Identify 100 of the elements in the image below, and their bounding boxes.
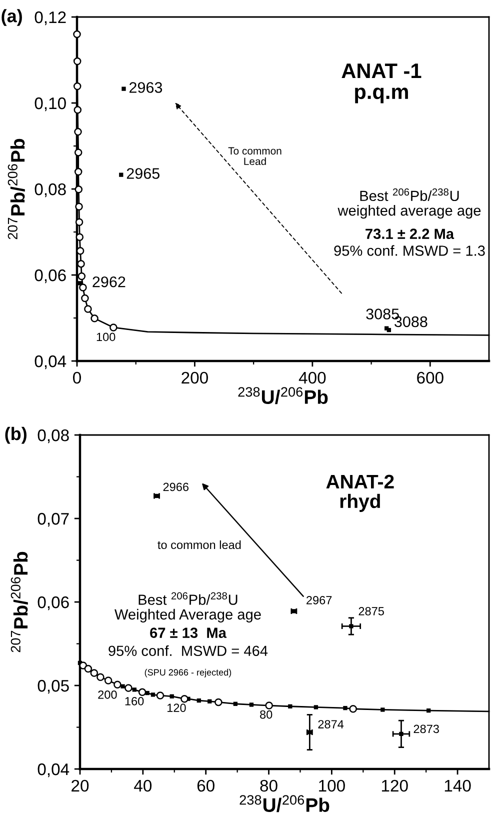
point [314, 705, 318, 710]
annotation: 67 ± 13 Ma [150, 628, 227, 638]
point [73, 82, 82, 90]
point [90, 669, 98, 677]
x-tick-label: 100 [319, 780, 345, 792]
x-tick-label: 20 [72, 780, 89, 792]
annotation: ANAT -1 p.q.m [342, 64, 422, 104]
point [114, 680, 122, 689]
point [426, 708, 431, 713]
annotation: 120 [168, 704, 186, 712]
point [349, 624, 354, 628]
point [84, 305, 92, 313]
point [265, 702, 273, 710]
annotation: 2873 [414, 724, 439, 734]
point [84, 664, 92, 673]
point [120, 684, 125, 688]
annotation: ANAT-2 rhyd [326, 474, 394, 512]
annotation: 95% conf. MSWD = 1.3 [334, 245, 485, 256]
y-tick-label: 0,06 [34, 269, 66, 284]
point [104, 676, 112, 684]
x-tick-label: 40 [134, 780, 152, 792]
point [79, 284, 87, 292]
y-tick-label: 0,12 [34, 11, 66, 26]
chart-title: (a) [2, 9, 22, 26]
x-tick-label: 200 [182, 372, 208, 384]
point [78, 272, 86, 280]
x-tick-label: 600 [417, 372, 444, 384]
x-tick-label: 140 [444, 780, 471, 792]
point [180, 694, 188, 703]
annotation: 2963 [130, 82, 162, 93]
annotation: 2962 [92, 276, 126, 288]
point [156, 692, 164, 700]
y-tick-label: 0,07 [38, 512, 69, 527]
point [73, 57, 82, 66]
point [122, 86, 126, 91]
point [110, 324, 118, 332]
x-axis-title: $^{238}$U/$^{206}$Pb [238, 387, 328, 404]
point [76, 233, 84, 242]
annotation: 73.1 ± 2.2 Ma [366, 228, 454, 240]
annotation: To common Lead [228, 147, 282, 166]
point [249, 702, 254, 707]
point [77, 260, 85, 268]
annotation: 95% conf. MSWD = 464 [108, 645, 268, 656]
y-axis-title: $^{207}$Pb/$^{206}$Pb [8, 138, 25, 240]
x-tick-label: 400 [298, 372, 326, 384]
annotation: 80 [260, 710, 272, 719]
annotation: Best $^{206}$Pb/$^{238}$U Weighted Average age [114, 592, 261, 622]
point [233, 702, 238, 706]
point [380, 708, 385, 712]
point [73, 30, 81, 38]
y-tick-label: 0,08 [34, 183, 66, 198]
point [170, 694, 174, 698]
y-tick-label: 0,06 [38, 596, 69, 610]
annotation: Best $^{206}$Pb/$^{238}$U weighted average age [338, 188, 481, 219]
annotation: 2966 [163, 482, 189, 492]
y-tick-label: 0,10 [34, 97, 66, 112]
point [196, 698, 202, 703]
y-tick-label: 0,05 [38, 680, 69, 694]
x-tick-label: 120 [382, 780, 408, 792]
point [74, 106, 82, 114]
point [81, 294, 89, 302]
x-tick-label: 60 [197, 780, 214, 792]
point [75, 218, 84, 226]
point [399, 732, 404, 736]
point [74, 128, 82, 136]
point [75, 202, 83, 211]
x-axis-title: $^{238}$U/$^{206}$Pb [240, 795, 330, 812]
y-tick-label: 0,08 [38, 429, 69, 444]
point [343, 706, 348, 710]
point [208, 699, 212, 704]
annotation: 2874 [318, 720, 344, 728]
y-tick-label: 0,04 [34, 355, 66, 370]
annotation: 2967 [306, 596, 332, 604]
annotation: 2875 [358, 607, 384, 616]
x-tick-label: 0 [73, 372, 81, 384]
annotation: 160 [125, 696, 144, 706]
point [349, 705, 357, 713]
annotation: 2965 [126, 168, 160, 179]
point [386, 328, 392, 332]
annotation: to common lead [158, 540, 241, 550]
point [288, 704, 292, 708]
y-axis-title: $^{207}$Pb/$^{206}$Pb [10, 552, 28, 652]
point [132, 688, 137, 692]
point [214, 698, 222, 706]
point [150, 692, 156, 697]
annotation: 100 [96, 332, 116, 342]
point [78, 281, 82, 286]
point [74, 186, 83, 194]
y-tick-label: 0,04 [38, 763, 70, 778]
x-tick-label: 80 [260, 780, 278, 792]
point [90, 314, 98, 322]
chart-title: (b) [5, 426, 26, 444]
point [96, 673, 104, 682]
point [74, 148, 82, 156]
point [74, 168, 82, 176]
point [124, 684, 132, 692]
point [119, 172, 124, 177]
annotation: (SPU 2966 - rejected) [144, 668, 232, 678]
annotation: 200 [98, 690, 117, 699]
point [138, 688, 146, 696]
